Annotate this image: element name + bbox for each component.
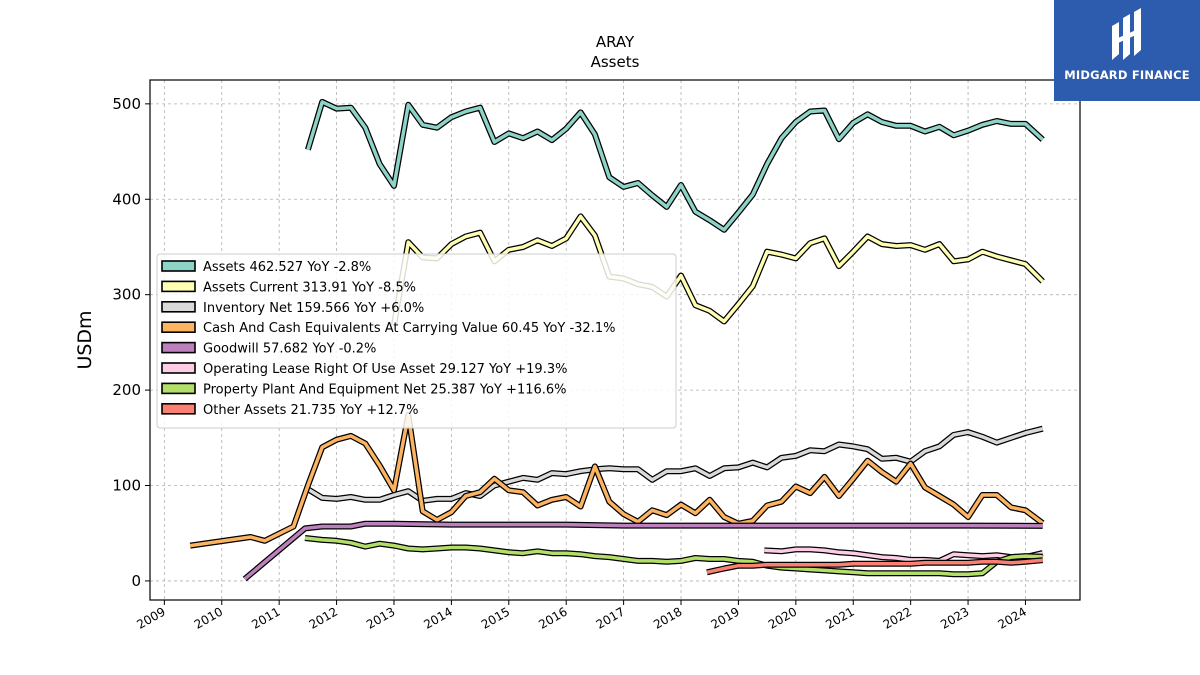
brand-logo: MIDGARD FINANCE [1054,0,1200,101]
legend-entry: Inventory Net 159.566 YoY +6.0% [203,301,424,316]
series-inventory-net [303,425,1044,504]
series-line [243,521,1043,581]
legend-entry: Assets Current 313.91 YoY -8.5% [203,280,416,295]
chart-title: ARAY [596,33,635,51]
series-cash-and-cash-equivalents-at-carrying-value [189,411,1045,549]
y-tick-label: 500 [112,95,141,113]
series-operating-lease-right-of-use-asset [764,546,1044,564]
legend-entry: Cash And Cash Equivalents At Carrying Va… [203,321,615,336]
y-tick-label: 0 [131,572,141,590]
legend-entry: Assets 462.527 YoY -2.8% [203,260,371,275]
series-line [189,413,1044,548]
series-assets [305,98,1045,233]
series-line [706,558,1043,575]
series-line [304,427,1044,503]
y-tick-label: 200 [112,381,141,399]
legend-swatch [161,260,196,272]
chart-subtitle: Assets [591,53,640,71]
y-tick-label: 300 [112,286,141,304]
legend-swatch [161,280,196,293]
y-tick-label: 400 [112,190,141,208]
legend-box [156,253,677,429]
legend-entry: Other Assets 21.735 YoY +12.7% [203,403,419,418]
legend: Assets 462.527 YoY -2.8% Assets Current 3… [156,253,677,429]
plot-area-frame [149,79,1081,601]
legend-swatch [161,382,196,395]
legend-entry: Goodwill 57.682 YoY -0.2% [203,342,376,357]
legend-entry: Property Plant And Equipment Net 25.387 … [203,382,567,397]
y-tick-label: 100 [112,477,141,495]
series-line [764,547,1044,563]
legend-entry: Operating Lease Right Of Use Asset 29.12… [203,362,567,377]
midgard-logo-icon [1112,8,1141,60]
grid-lines [150,80,1080,600]
series-goodwill [242,520,1043,582]
legend-swatch [161,341,196,354]
legend-swatch [161,321,196,334]
legend-swatch [161,402,196,415]
series-line [304,536,1043,576]
y-axis-label: USDm [74,310,96,369]
legend-swatch [161,362,196,374]
series-line [306,100,1044,232]
series-property-plant-and-equipment-net [304,535,1043,578]
legend-swatch [161,300,196,313]
brand-name: MIDGARD FINANCE [1064,68,1190,82]
series-other-assets [706,557,1043,576]
